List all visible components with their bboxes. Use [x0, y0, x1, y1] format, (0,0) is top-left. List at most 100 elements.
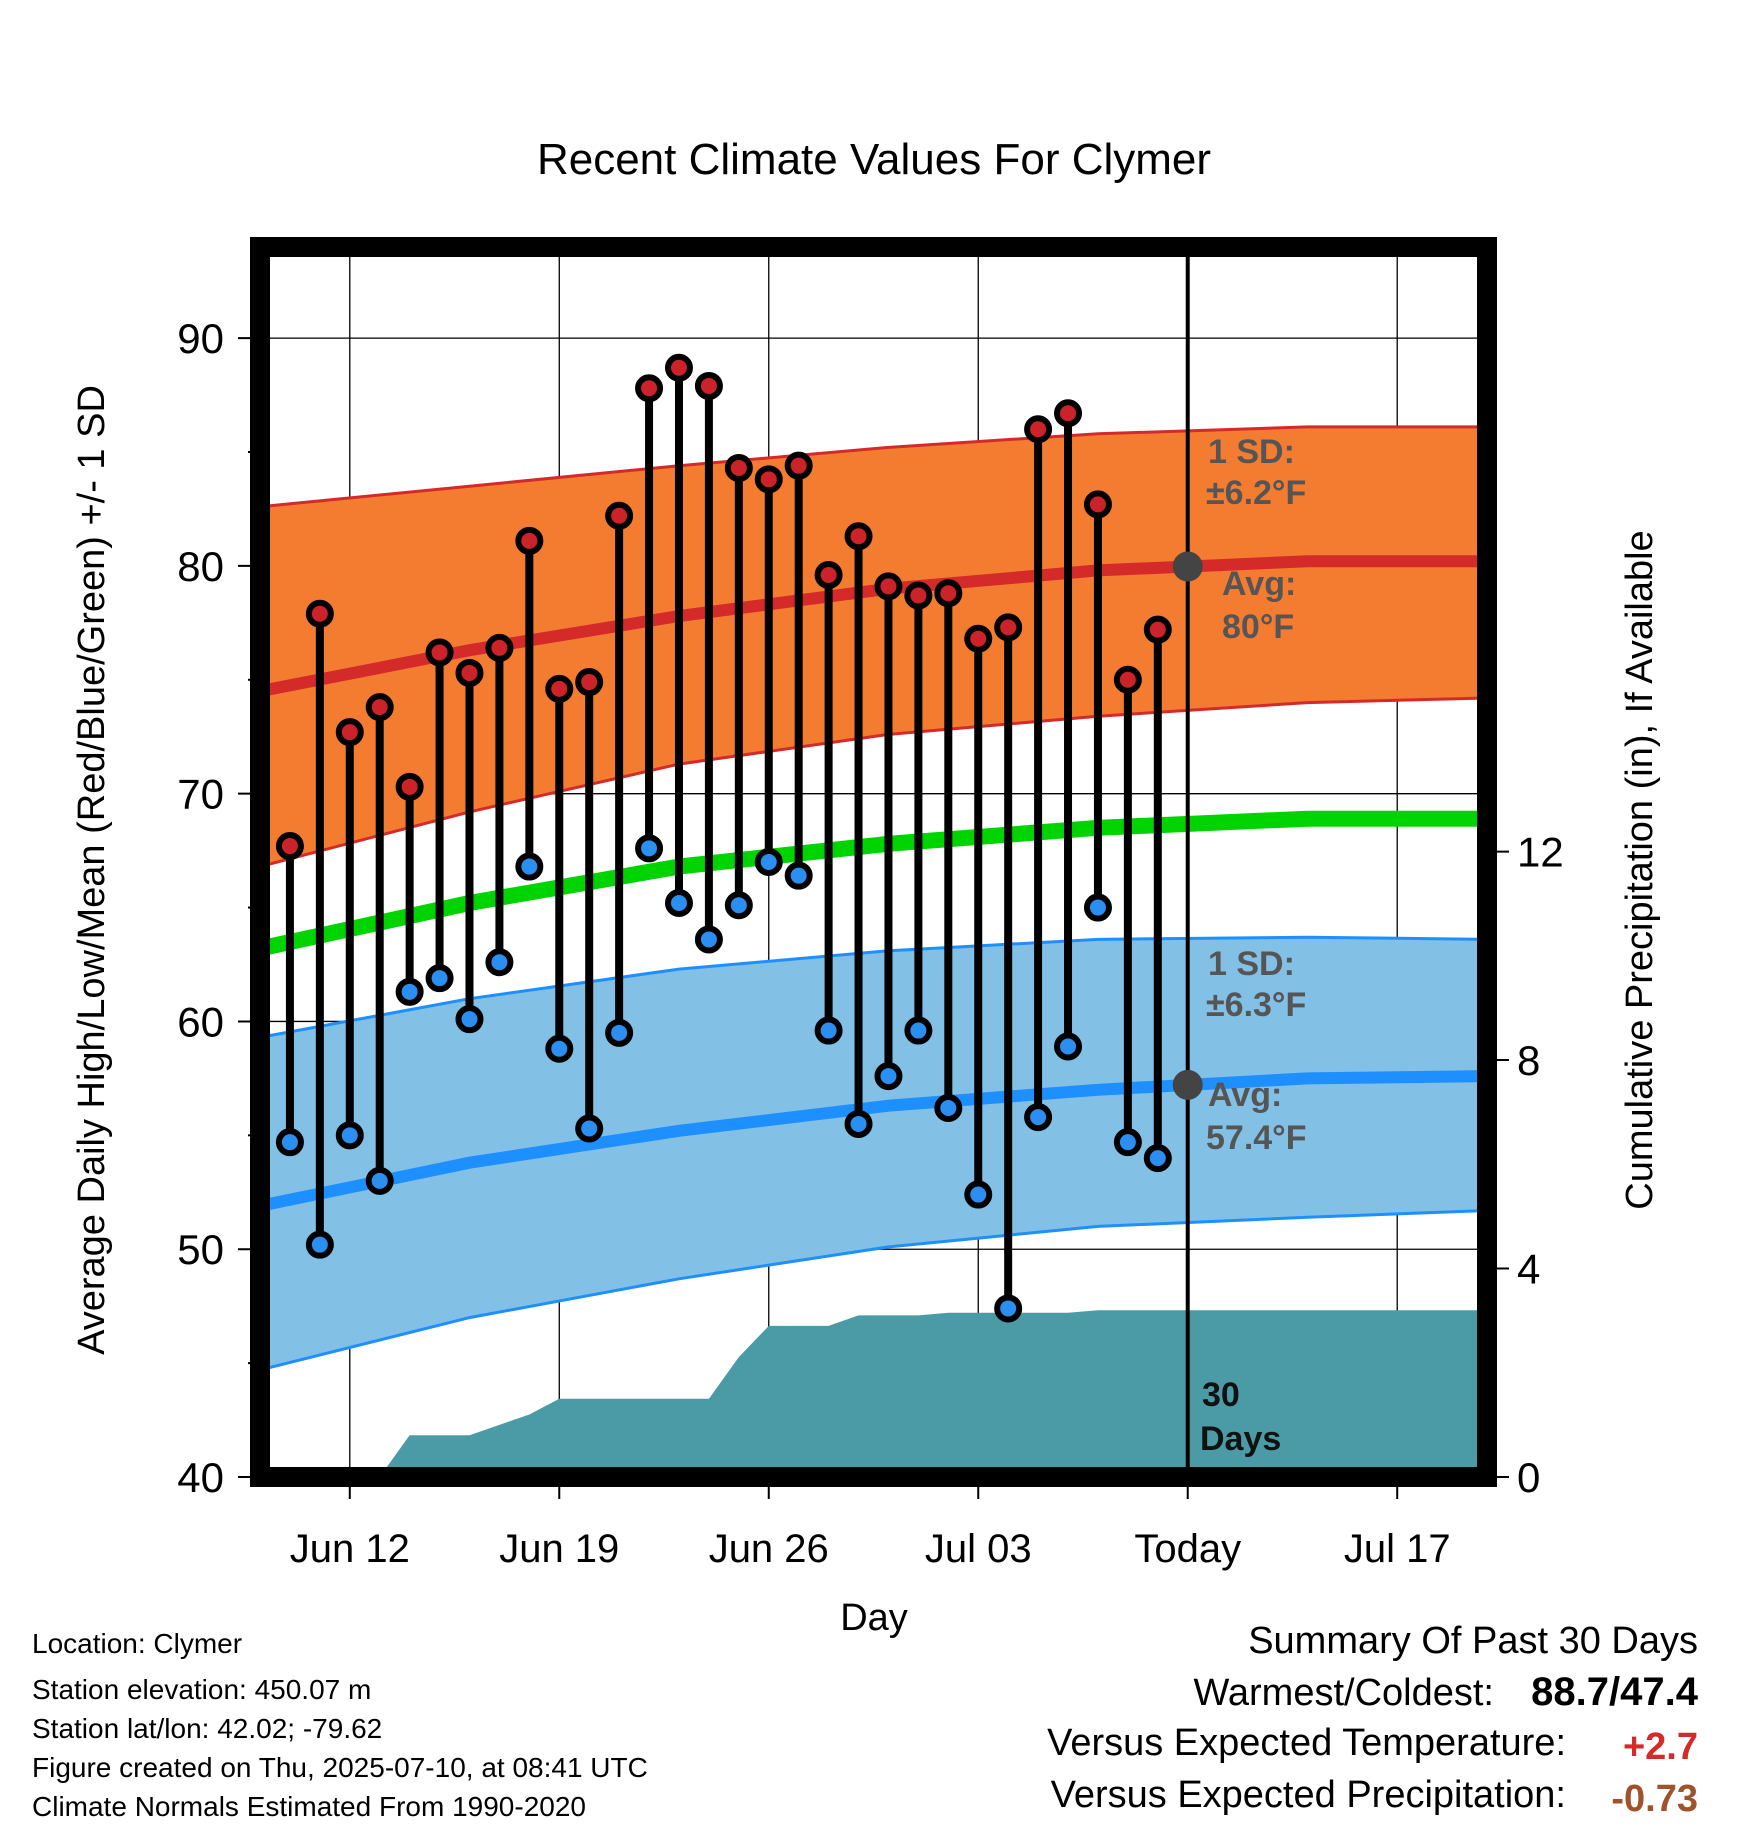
obs-low-point	[724, 891, 753, 920]
obs-high-point	[814, 561, 843, 589]
obs-high-point	[934, 579, 963, 608]
high-sd-label-1: 1 SD:	[1208, 433, 1295, 471]
obs-low-point	[275, 1128, 304, 1157]
obs-high-point	[994, 613, 1023, 642]
low-lower-line	[259, 1209, 1488, 1372]
obs-high-point	[365, 693, 394, 722]
x-tick-label: Jun 19	[499, 1527, 619, 1571]
obs-low-point	[1113, 1128, 1142, 1157]
obs-high-point	[485, 633, 514, 662]
obs-low-point	[874, 1062, 903, 1091]
obs-low-point	[1083, 893, 1112, 922]
obs-low-point	[664, 889, 693, 917]
footer-latlon: Station lat/lon: 42.02; -79.62	[32, 1713, 383, 1744]
obs-low-point	[335, 1121, 364, 1150]
summary-heading: Summary Of Past 30 Days	[1248, 1620, 1698, 1662]
obs-low-point	[844, 1109, 873, 1138]
obs-high-point	[664, 353, 693, 382]
high-avg-label-1: Avg:	[1222, 565, 1296, 603]
footer-location: Location: Clymer	[32, 1628, 243, 1659]
obs-high-point	[724, 453, 753, 482]
summary-temp-label: Versus Expected Temperature:	[1047, 1722, 1566, 1764]
footer-normals: Climate Normals Estimated From 1990-2020	[32, 1791, 586, 1822]
obs-high-point	[754, 465, 783, 494]
low-avg-label-2: 57.4°F	[1206, 1119, 1307, 1157]
summary-temp-value: +2.7	[1622, 1726, 1698, 1768]
y-left-tick-label: 90	[177, 315, 224, 362]
summary-warm-cold-label: Warmest/Coldest:	[1193, 1672, 1494, 1714]
high-avg-label-2: 80°F	[1222, 608, 1294, 646]
y-left-tick-label: 40	[177, 1454, 224, 1501]
obs-low-point	[784, 861, 813, 890]
plot-area: 1 SD: ±6.2°F Avg: 80°F 1 SD: ±6.3°F Avg:…	[250, 237, 1497, 1487]
obs-high-point	[575, 668, 604, 697]
obs-low-point	[365, 1166, 394, 1195]
obs-high-point	[455, 658, 484, 687]
y-right-axis-label: Cumulative Precipitation (in), If Availa…	[1619, 530, 1661, 1209]
obs-low-point	[455, 1005, 484, 1034]
days-label-1: 30	[1202, 1376, 1240, 1414]
obs-low-point	[754, 848, 783, 876]
y-left-axis-label: Average Daily High/Low/Mean (Red/Blue/Gr…	[71, 385, 113, 1355]
summary-warm-cold-values: 88.7/47.4	[1531, 1670, 1698, 1715]
days-label-2: Days	[1200, 1420, 1281, 1458]
obs-high-point	[1083, 490, 1112, 519]
obs-high-point	[844, 522, 873, 551]
x-axis-label: Day	[840, 1597, 908, 1639]
obs-high-point	[1143, 615, 1172, 644]
x-tick-label: Jul 03	[925, 1527, 1032, 1571]
obs-high-point	[904, 581, 933, 610]
obs-low-point	[904, 1016, 933, 1045]
high-avg-today-marker	[1172, 551, 1203, 582]
obs-low-point	[934, 1094, 963, 1122]
summary-precip-value: -0.73	[1611, 1778, 1698, 1820]
obs-high-point	[784, 451, 813, 480]
obs-low-point	[575, 1114, 604, 1143]
precip-area	[260, 1310, 1487, 1477]
summary-warmest: 88.7	[1531, 1670, 1610, 1714]
low-sd-label-1: 1 SD:	[1208, 945, 1295, 983]
band-annotations: 1 SD: ±6.2°F Avg: 80°F 1 SD: ±6.3°F Avg:…	[1200, 433, 1307, 1458]
obs-high-point	[305, 599, 334, 628]
normal-bands	[258, 425, 1488, 1372]
y-right-tick-label: 12	[1517, 829, 1564, 876]
obs-high-point	[1024, 415, 1053, 444]
summary-sep: /	[1609, 1670, 1621, 1714]
x-tick-label: Jun 26	[709, 1527, 829, 1571]
obs-low-point	[515, 852, 544, 881]
x-tick-label: Jun 12	[290, 1527, 410, 1571]
y-left-tick-label: 60	[177, 998, 224, 1045]
low-avg-line	[258, 1070, 1488, 1212]
obs-high-point	[964, 624, 993, 653]
obs-high-point	[694, 371, 723, 400]
obs-low-point	[305, 1230, 334, 1259]
obs-high-point	[605, 501, 634, 530]
obs-high-point	[335, 718, 364, 747]
low-avg-label-1: Avg:	[1208, 1076, 1282, 1114]
high-upper-line	[259, 425, 1487, 509]
obs-low-point	[635, 834, 664, 863]
x-tick-label: Today	[1134, 1527, 1241, 1571]
y-right-tick-label: 0	[1517, 1454, 1540, 1501]
observations	[275, 353, 1172, 1323]
obs-low-point	[1143, 1144, 1172, 1173]
x-tick-label: Jul 17	[1344, 1527, 1451, 1571]
summary-coldest: 47.4	[1620, 1670, 1698, 1714]
obs-high-point	[275, 832, 304, 861]
obs-high-point	[515, 526, 544, 555]
obs-high-point	[874, 572, 903, 601]
chart-title: Recent Climate Values For Clymer	[537, 135, 1211, 184]
footer-elevation: Station elevation: 450.07 m	[32, 1674, 372, 1705]
obs-low-point	[425, 964, 454, 993]
obs-low-point	[964, 1180, 993, 1209]
obs-low-point	[605, 1018, 634, 1047]
y-left-tick-label: 50	[177, 1226, 224, 1273]
obs-high-point	[395, 772, 424, 801]
y-right-tick-label: 4	[1517, 1246, 1540, 1293]
obs-low-point	[395, 977, 424, 1006]
obs-low-point	[1024, 1103, 1053, 1132]
obs-low-point	[545, 1034, 574, 1063]
y-left-tick-label: 70	[177, 771, 224, 818]
footer-created: Figure created on Thu, 2025-07-10, at 08…	[32, 1752, 648, 1783]
precip-cumulative-area	[260, 1310, 1487, 1477]
